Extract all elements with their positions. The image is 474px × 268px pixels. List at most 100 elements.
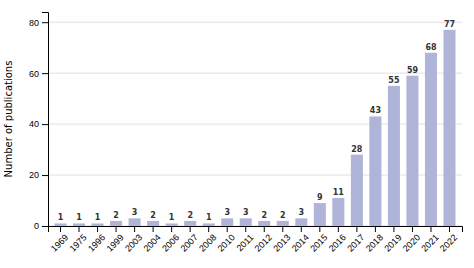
- tick: 20: [29, 170, 48, 180]
- tick-mark: [208, 226, 209, 232]
- bar: [443, 30, 455, 226]
- tick-mark: [190, 226, 191, 232]
- data-label: 1: [95, 213, 101, 222]
- bar: [314, 203, 326, 226]
- tick-mark: [116, 226, 117, 232]
- tick: 1969: [49, 226, 70, 254]
- tick-mark: [42, 73, 48, 74]
- tick: 2020: [401, 226, 422, 254]
- tick-label: 2015: [308, 232, 329, 253]
- tick-mark: [42, 124, 48, 125]
- bar: [240, 218, 252, 226]
- tick-label: 20: [29, 170, 39, 180]
- tick-mark: [171, 226, 172, 232]
- data-label: 1: [206, 213, 212, 222]
- data-label: 2: [150, 211, 156, 220]
- tick: 2018: [364, 226, 385, 254]
- tick-mark: [282, 226, 283, 232]
- tick-label: 2016: [327, 232, 348, 253]
- data-label: 2: [261, 211, 267, 220]
- data-label: 3: [224, 208, 230, 217]
- grid-line: [48, 22, 462, 23]
- tick-mark: [227, 226, 228, 232]
- bar: [54, 223, 66, 226]
- bar: [147, 221, 159, 226]
- tick-label: 2018: [364, 232, 385, 253]
- grid-line: [48, 73, 462, 74]
- tick-mark: [412, 226, 413, 232]
- tick-label: 0: [34, 221, 39, 231]
- data-label: 43: [370, 106, 381, 115]
- bar: [351, 155, 363, 226]
- tick-mark: [245, 226, 246, 232]
- x-axis: 1969197519961999200320042006200720082010…: [49, 226, 463, 254]
- bar: [332, 198, 344, 226]
- tick-label: 2020: [401, 232, 422, 253]
- bar: [184, 221, 196, 226]
- bar: [73, 223, 85, 226]
- tick: 1975: [67, 226, 88, 254]
- tick-mark: [134, 226, 135, 232]
- data-label: 28: [351, 145, 363, 154]
- tick-mark: [60, 226, 61, 232]
- tick-mark: [338, 226, 339, 232]
- tick: 2014: [290, 226, 311, 254]
- bar: [129, 218, 141, 226]
- tick-label: 2008: [197, 232, 218, 253]
- tick-label: 2021: [419, 232, 440, 253]
- bar: [110, 221, 122, 226]
- data-label: 77: [444, 20, 455, 29]
- tick-label: 60: [29, 69, 39, 79]
- plot: 1112321213322391128435559687719691975199…: [3, 13, 463, 254]
- grid: [48, 22, 462, 226]
- data-label: 9: [317, 193, 323, 202]
- data-label: 1: [169, 213, 175, 222]
- tick-label: 80: [29, 18, 39, 28]
- tick-label: 2022: [438, 232, 459, 253]
- tick: 0: [34, 221, 48, 231]
- data-label: 2: [113, 211, 119, 220]
- tick-label: 1999: [105, 232, 126, 253]
- data-label: 11: [333, 188, 345, 197]
- tick: 60: [29, 69, 48, 79]
- tick: 1999: [105, 226, 126, 254]
- data-label: 1: [76, 213, 82, 222]
- tick-label: 2014: [290, 232, 311, 253]
- tick-mark: [393, 226, 394, 232]
- data-label: 59: [407, 66, 419, 75]
- tick: 2013: [271, 226, 292, 254]
- tick-label: 2003: [123, 232, 144, 253]
- data-label: 2: [280, 211, 286, 220]
- tick: 80: [29, 18, 48, 28]
- tick-label: 2007: [179, 232, 200, 253]
- bar: [166, 223, 178, 226]
- tick-label: 1975: [67, 232, 88, 253]
- tick-mark: [97, 226, 98, 232]
- tick: 2022: [438, 226, 459, 254]
- y-axis-title: Number of publications: [3, 61, 14, 178]
- tick: 40: [29, 119, 48, 129]
- bar: [277, 221, 289, 226]
- tick-mark: [356, 226, 357, 232]
- bar: [369, 116, 381, 226]
- tick-label: 1996: [86, 232, 107, 253]
- tick-label: 40: [29, 119, 39, 129]
- bar: [221, 218, 233, 226]
- tick: 1996: [86, 226, 107, 254]
- tick: 2006: [160, 226, 181, 254]
- tick: 2021: [419, 226, 440, 254]
- bar: [92, 223, 104, 226]
- tick-label: 1969: [49, 232, 70, 253]
- tick-label: 2004: [142, 232, 163, 253]
- data-label: 2: [187, 211, 193, 220]
- data-labels: 11123212133223911284355596877: [58, 20, 455, 223]
- axis-domain: [49, 227, 463, 233]
- tick-label: 2010: [216, 232, 237, 253]
- bar: [388, 86, 400, 226]
- tick-mark: [79, 226, 80, 232]
- bar: [203, 223, 215, 226]
- tick: 2011: [235, 226, 256, 253]
- data-label: 55: [388, 76, 400, 85]
- tick-mark: [430, 226, 431, 232]
- bar: [258, 221, 270, 226]
